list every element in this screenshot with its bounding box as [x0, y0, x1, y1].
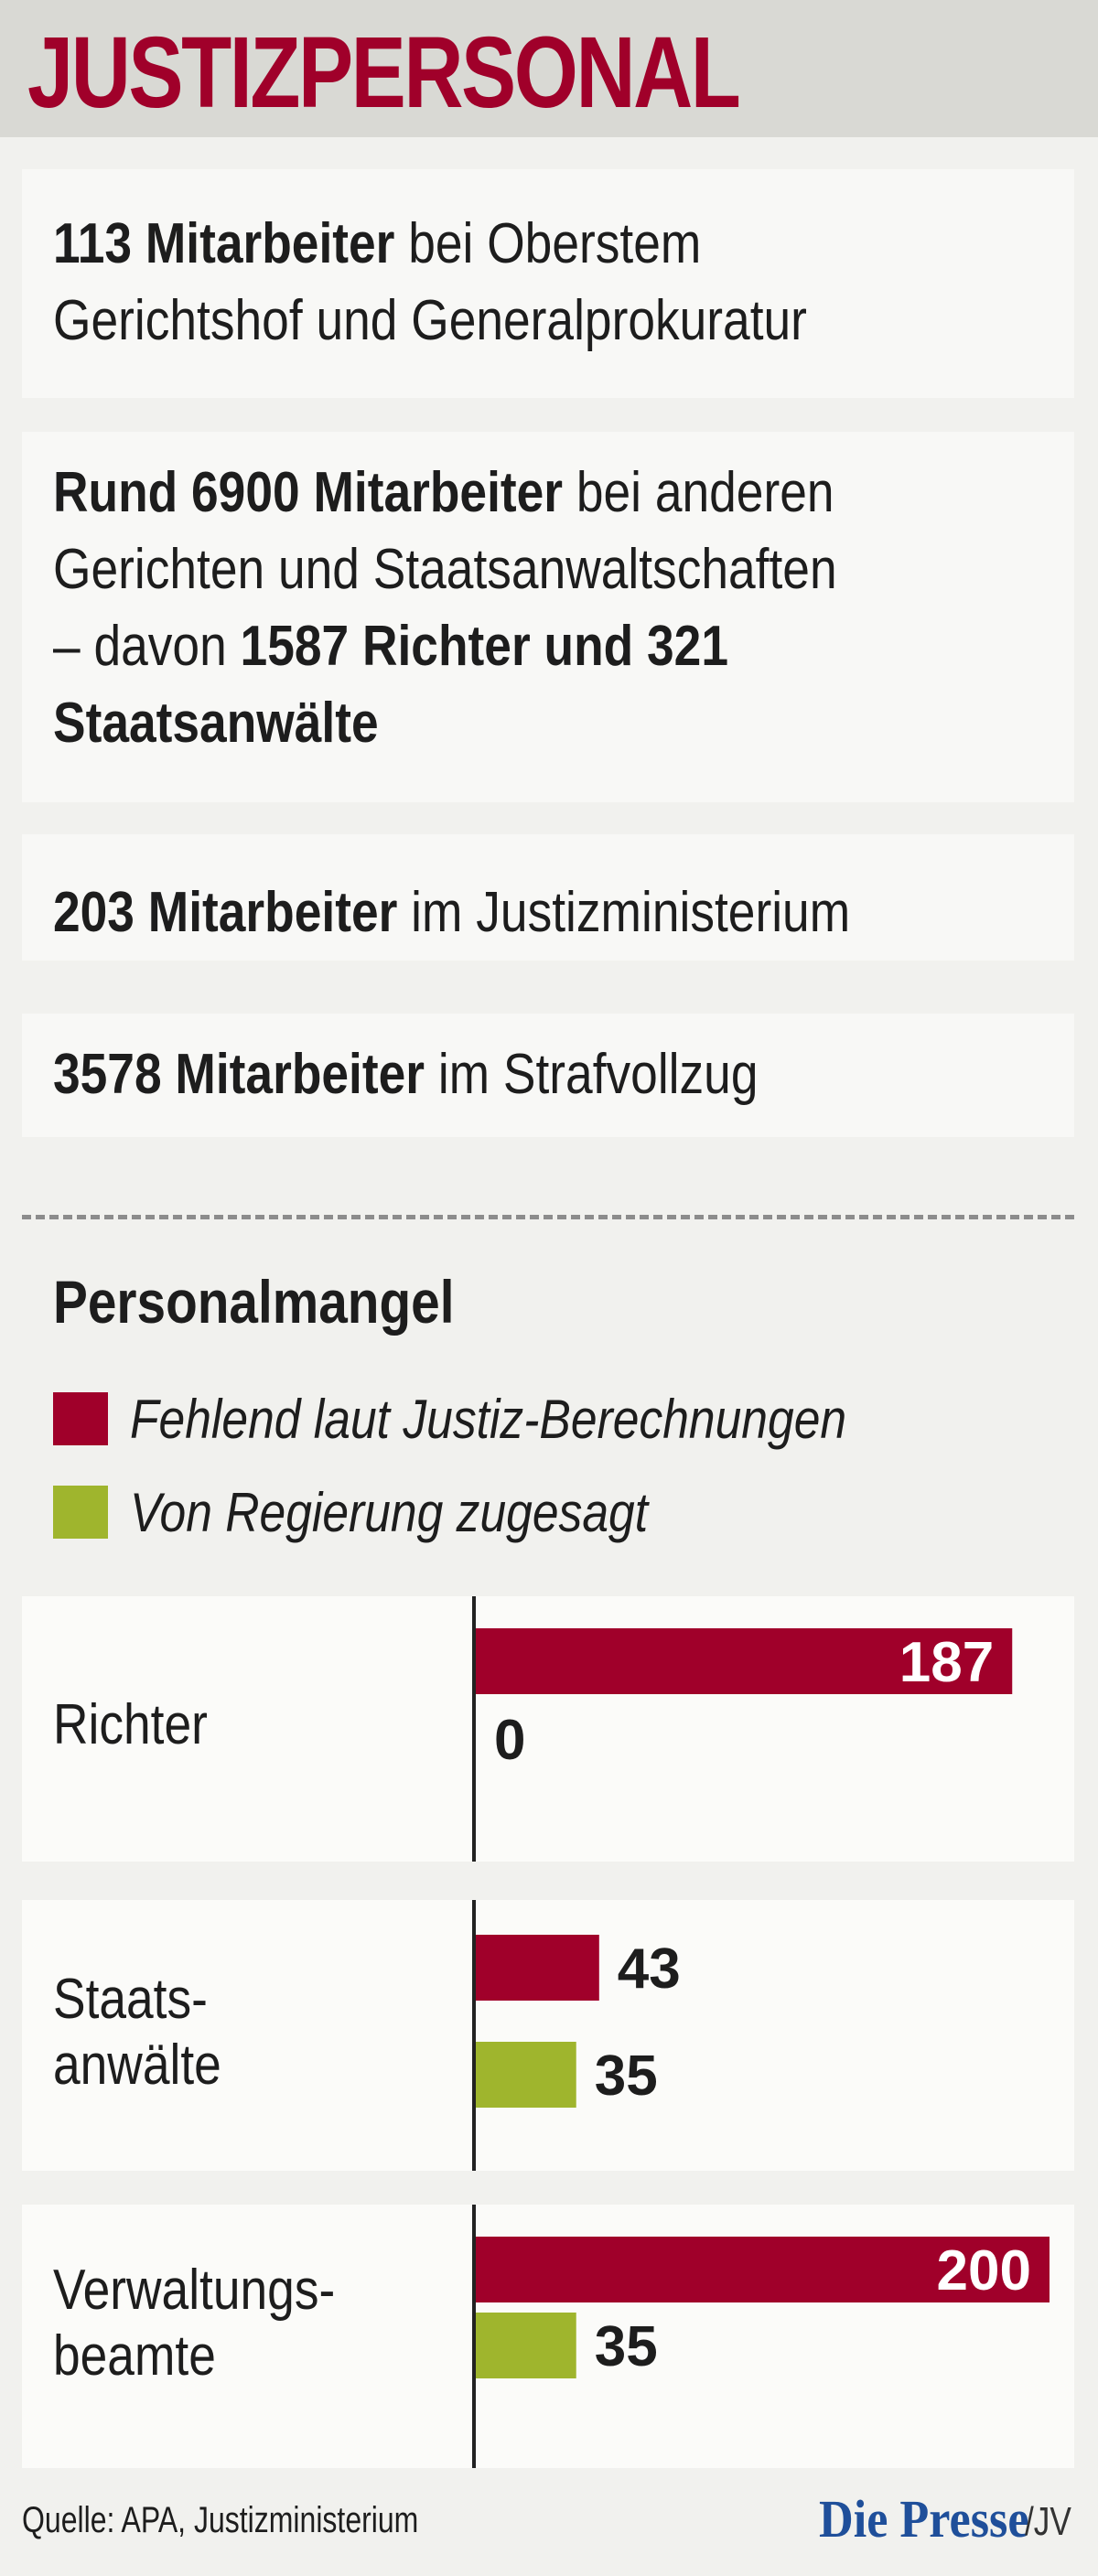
author-credit: /JV	[1025, 2499, 1071, 2544]
fact-line: Rund 6900 Mitarbeiter bei anderen	[53, 455, 837, 531]
fact-line: 113 Mitarbeiter bei Oberstem	[53, 206, 807, 283]
bar-fehlend	[476, 1628, 1013, 1694]
fact-bold-text: 113 Mitarbeiter	[53, 212, 395, 275]
fact-line: Gerichtshof und Generalprokuratur	[53, 283, 807, 360]
category-label-verwaltungsbeamte: Verwaltungs- beamte	[53, 2259, 336, 2388]
fact-text: Gerichten und Staatsanwaltschaften	[53, 538, 837, 601]
fact-bold-text: Rund 6900 Mitarbeiter	[53, 461, 564, 524]
bar-fehlend	[476, 2237, 1050, 2302]
fact-bold-text: 1587 Richter und 321	[240, 615, 729, 678]
chart-title: Personalmangel	[53, 1268, 455, 1336]
page-title: JUSTIZPERSONAL	[27, 16, 741, 129]
bar-value-label: 200	[937, 2239, 1031, 2302]
fact-line: Gerichten und Staatsanwaltschaften	[53, 531, 837, 608]
bar-value-label: 187	[899, 1631, 994, 1694]
legend-item-fehlend: Fehlend laut Justiz-Berechnungen	[53, 1383, 963, 1451]
legend-swatch-green	[53, 1486, 108, 1540]
fact-text-4: 3578 Mitarbeiter im Strafvollzug	[53, 1036, 759, 1113]
section-divider	[22, 1215, 1074, 1219]
fact-text: Gerichtshof und Generalprokuratur	[53, 289, 807, 352]
legend-label-fehlend: Fehlend laut Justiz-Berechnungen	[130, 1388, 847, 1450]
fact-text: bei Oberstem	[394, 212, 702, 275]
category-label-richter: Richter	[53, 1693, 208, 1756]
bar-zugesagt	[476, 2042, 576, 2108]
bar-value-label: 43	[618, 1937, 681, 2001]
legend-label-zugesagt: Von Regierung zugesagt	[130, 1481, 649, 1543]
fact-box-1	[22, 169, 1074, 398]
fact-box-2	[22, 432, 1074, 802]
legend-swatch-red	[53, 1392, 108, 1446]
fact-line: 203 Mitarbeiter im Justizministerium	[53, 875, 850, 951]
fact-text: – davon	[53, 615, 241, 678]
fact-bold-text: 3578 Mitarbeiter	[53, 1043, 425, 1106]
bar-value-label: 35	[595, 2045, 658, 2108]
source-note: Quelle: APA, Justizministerium	[22, 2500, 419, 2540]
fact-text: im Strafvollzug	[425, 1043, 759, 1106]
fact-bold-text: 203 Mitarbeiter	[53, 881, 398, 944]
brand-logo: Die Presse	[819, 2489, 1029, 2549]
legend-item-zugesagt: Von Regierung zugesagt	[53, 1476, 732, 1544]
fact-text-1: 113 Mitarbeiter bei Oberstem Gerichtshof …	[53, 206, 807, 360]
fact-bold-text: Staatsanwälte	[53, 692, 379, 755]
fact-line: – davon 1587 Richter und 321	[53, 608, 837, 685]
bar-value-label: 35	[595, 2315, 658, 2378]
fact-text-2: Rund 6900 Mitarbeiter bei anderen Gericht…	[53, 455, 837, 762]
fact-line: Staatsanwälte	[53, 685, 837, 762]
fact-line: 3578 Mitarbeiter im Strafvollzug	[53, 1036, 759, 1113]
header-bar: JUSTIZPERSONAL	[0, 0, 1098, 137]
bar-value-label: 0	[494, 1709, 525, 1772]
fact-text-3: 203 Mitarbeiter im Justizministerium	[53, 875, 850, 951]
bar-zugesagt	[476, 2313, 576, 2378]
fact-text: im Justizministerium	[397, 881, 851, 944]
fact-box-3	[22, 834, 1074, 961]
bar-fehlend	[476, 1935, 599, 2001]
category-label-staatsanwaelte: Staats- anwälte	[53, 1968, 221, 2097]
fact-box-4	[22, 1014, 1074, 1137]
fact-text: bei anderen	[563, 461, 834, 524]
